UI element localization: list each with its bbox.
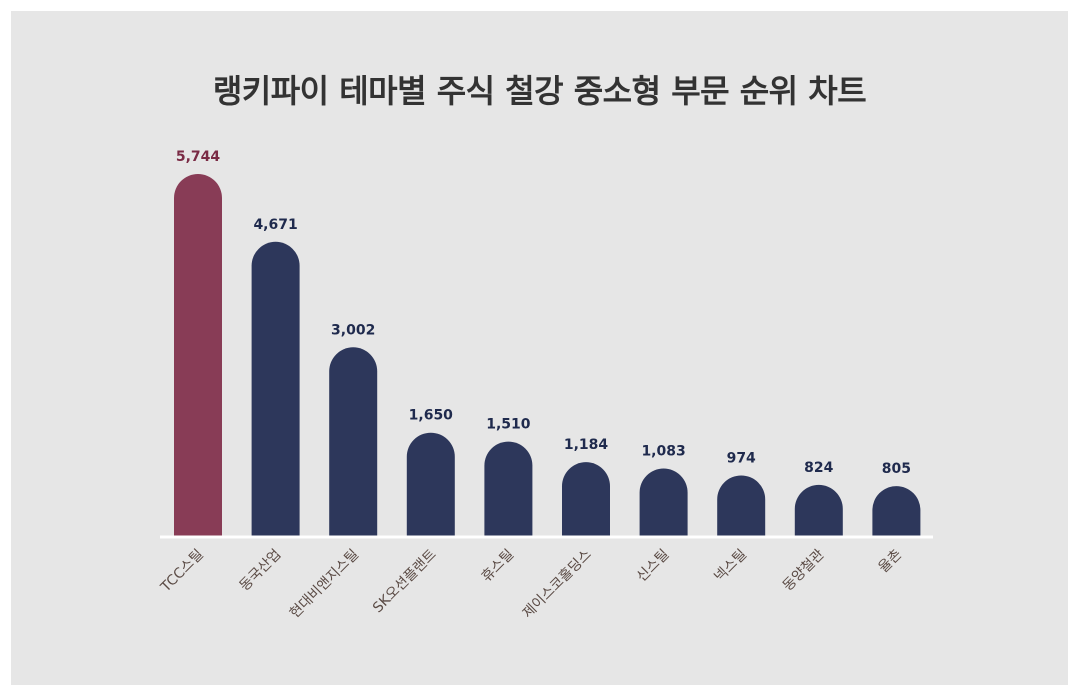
category-label-6: 제이스코홀딩스 bbox=[520, 546, 595, 621]
bar-3 bbox=[329, 347, 378, 537]
bar-8 bbox=[717, 475, 766, 537]
value-label-4: 1,650 bbox=[409, 408, 454, 424]
value-label-10: 805 bbox=[882, 461, 911, 477]
bar-5 bbox=[484, 441, 533, 537]
value-label-9: 824 bbox=[804, 460, 833, 476]
category-label-8: 넥스틸 bbox=[711, 547, 750, 586]
category-label-2: 동국산업 bbox=[237, 547, 285, 595]
bar-4 bbox=[406, 432, 455, 537]
bar-10 bbox=[872, 486, 921, 537]
value-label-6: 1,184 bbox=[564, 437, 609, 453]
value-label-1: 5,744 bbox=[176, 149, 221, 165]
bar-6 bbox=[562, 462, 610, 537]
value-label-8: 974 bbox=[727, 450, 756, 466]
value-label-7: 1,083 bbox=[641, 444, 685, 460]
category-label-10: 율촌 bbox=[876, 546, 906, 576]
value-label-5: 1,510 bbox=[486, 417, 531, 433]
category-label-4: SK오션플랜트 bbox=[370, 546, 440, 616]
category-label-5: 휴스틸 bbox=[479, 547, 518, 586]
category-label-7: 신스틸 bbox=[634, 547, 673, 586]
bar-7 bbox=[639, 468, 688, 537]
category-label-1: TCC스틸 bbox=[157, 547, 207, 597]
bar-9 bbox=[794, 484, 843, 537]
value-label-3: 3,002 bbox=[331, 322, 375, 338]
bar-2 bbox=[251, 241, 300, 537]
chart-title: 랭키파이 테마별 주식 철강 중소형 부문 순위 차트 bbox=[212, 72, 867, 110]
value-label-2: 4,671 bbox=[253, 217, 297, 233]
category-label-9: 동양철관 bbox=[780, 546, 828, 594]
bar-1 bbox=[174, 174, 222, 537]
category-label-3: 현대비앤지스틸 bbox=[287, 547, 362, 622]
